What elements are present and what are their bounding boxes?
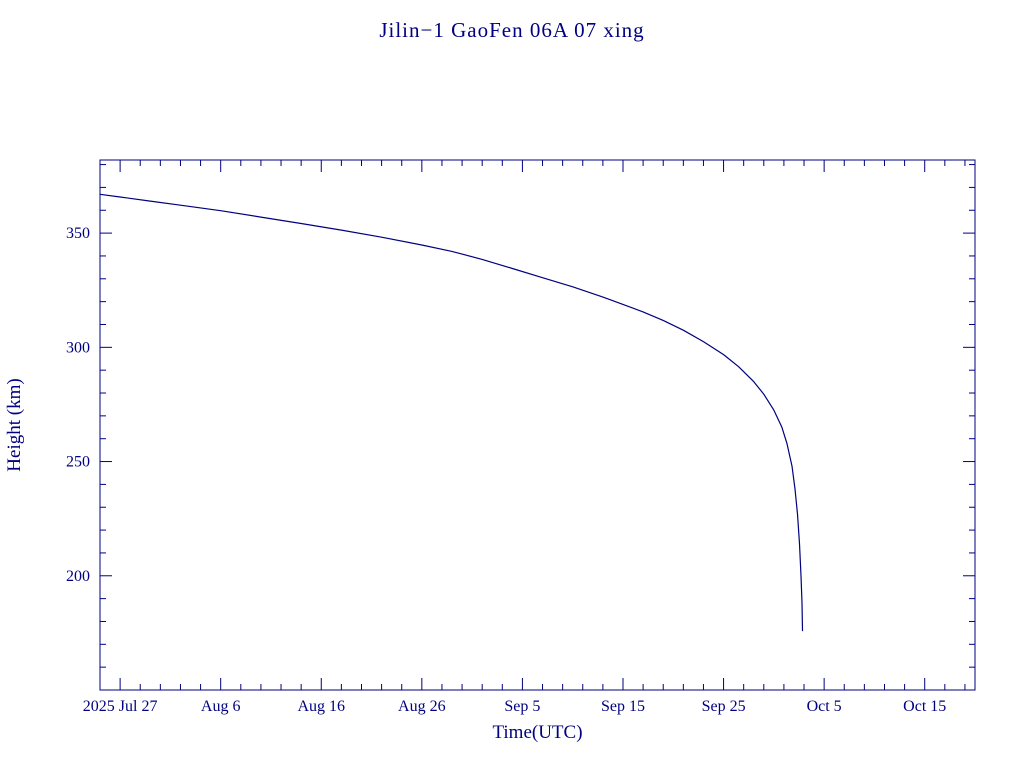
x-axis-title: Time(UTC) bbox=[492, 722, 582, 743]
x-tick-label: Sep 5 bbox=[504, 698, 540, 715]
x-tick-label: Sep 25 bbox=[702, 698, 746, 715]
height-decay-line bbox=[99, 193, 804, 632]
y-tick-label: 300 bbox=[66, 339, 90, 356]
x-tick-label: Sep 15 bbox=[601, 698, 645, 715]
y-tick-label: 350 bbox=[66, 225, 90, 242]
x-tick-label: Aug 16 bbox=[297, 698, 345, 715]
x-tick-label: Oct 5 bbox=[807, 698, 842, 715]
y-tick-label: 200 bbox=[66, 568, 90, 585]
x-tick-label: Aug 26 bbox=[398, 698, 446, 715]
x-tick-label: Oct 15 bbox=[903, 698, 946, 715]
y-tick-label: 250 bbox=[66, 454, 90, 471]
x-tick-label: 2025 Jul 27 bbox=[83, 698, 158, 715]
plot-frame bbox=[99, 159, 976, 691]
x-tick-label: Aug 6 bbox=[201, 698, 241, 715]
y-axis-title: Height (km) bbox=[4, 378, 25, 471]
chart-title: Jilin−1 GaoFen 06A 07 xing bbox=[379, 18, 645, 42]
